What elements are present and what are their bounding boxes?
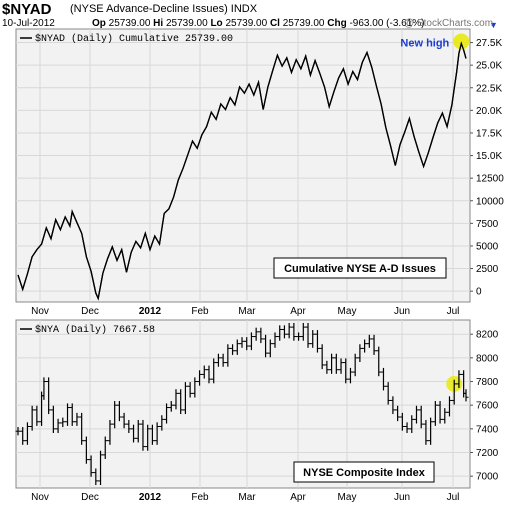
nya-panel: 7000 7200 7400 7600 7800 8000 8200 Nov Dec 2012 Fe… — [15, 319, 499, 503]
ohlc-readout: Op 25739.00 Hi 25739.00 Lo 25739.00 Cl 2… — [92, 18, 425, 29]
y-tick-label: 7500 — [476, 219, 499, 230]
quote-date: 10-Jul-2012 — [2, 18, 55, 29]
down-arrow-icon: ▼ — [489, 20, 498, 30]
high-label: Hi — [153, 18, 164, 29]
x-tick-label: Dec — [81, 492, 99, 503]
x-tick-label: Jun — [394, 492, 410, 503]
close-label: Cl — [269, 18, 280, 29]
legend-label: $NYA (Daily) 7667.58 — [35, 324, 155, 336]
y-tick-label: 7600 — [476, 401, 499, 412]
y-tick-label: 15.0K — [476, 151, 502, 162]
y-tick-label: 20.0K — [476, 106, 502, 117]
low-label: Lo — [210, 18, 223, 29]
x-tick-label: 2012 — [139, 492, 162, 503]
nyad-series-line-overlay — [17, 41, 467, 301]
y-tick-label: 7000 — [476, 472, 499, 483]
y-tick-label: 17.5K — [476, 128, 502, 139]
annotation-text: NYSE Composite Index — [303, 467, 426, 479]
x-tick-label: Feb — [191, 306, 209, 317]
y-tick-label: 0 — [476, 287, 482, 298]
x-tick-label: May — [338, 492, 357, 503]
low-value: 25739.00 — [225, 18, 268, 29]
y-tick-label: 7400 — [476, 424, 499, 435]
x-tick-label: Nov — [31, 492, 49, 503]
watermark: @ StockCharts.com — [404, 18, 494, 29]
y-tick-label: 10000 — [476, 196, 504, 207]
y-tick-label: 25.0K — [476, 61, 502, 72]
x-tick-label: Apr — [290, 492, 306, 503]
exchange-label: INDX — [230, 3, 258, 15]
change-label: Chg — [327, 18, 347, 29]
annotation-box — [273, 257, 447, 279]
plot-area — [15, 28, 471, 303]
y-tick-label: 7800 — [476, 377, 499, 388]
close-value: 25739.00 — [282, 18, 325, 29]
chart-subtitle: (NYSE Advance-Decline Issues) INDX — [70, 3, 257, 15]
open-value: 25739.00 — [108, 18, 151, 29]
chart-symbol: $NYAD — [2, 1, 52, 18]
high-value: 25739.00 — [165, 18, 208, 29]
open-label: Op — [92, 18, 106, 29]
y-tick-label: 27.5K — [476, 38, 502, 49]
x-tick-label: 2012 — [139, 306, 162, 317]
y-tick-label: 8200 — [476, 330, 499, 341]
x-tick-label: Jul — [447, 306, 460, 317]
x-tick-label: Jun — [394, 306, 410, 317]
new-high-callout: New high — [400, 37, 449, 49]
x-tick-label: Nov — [31, 306, 49, 317]
new-high-marker — [453, 33, 470, 50]
y-tick-label: 5000 — [476, 241, 499, 252]
nyad-panel: 0 2500 5000 7500 10000 12500 15.0K 17.5K 20.0K 22… — [15, 28, 504, 317]
x-tick-label: Jul — [447, 492, 460, 503]
annotation-text: Cumulative NYSE A-D Issues — [284, 263, 436, 275]
annotation-box — [293, 461, 435, 483]
y-tick-label: 7200 — [476, 448, 499, 459]
y-tick-label: 8000 — [476, 353, 499, 364]
x-tick-label: Feb — [191, 492, 209, 503]
change-value: -963.00 (-3.61%) — [349, 18, 425, 29]
y-tick-label: 12500 — [476, 174, 504, 185]
legend-label: $NYAD (Daily) Cumulative 25739.00 — [35, 33, 233, 45]
x-tick-label: Dec — [81, 306, 99, 317]
x-tick-label: Mar — [238, 492, 256, 503]
y-tick-label: 2500 — [476, 264, 499, 275]
x-tick-label: May — [338, 306, 357, 317]
x-tick-label: Mar — [238, 306, 256, 317]
index-name: (NYSE Advance-Decline Issues) — [70, 3, 228, 15]
y-tick-label: 22.5K — [476, 83, 502, 94]
x-tick-label: Apr — [290, 306, 306, 317]
